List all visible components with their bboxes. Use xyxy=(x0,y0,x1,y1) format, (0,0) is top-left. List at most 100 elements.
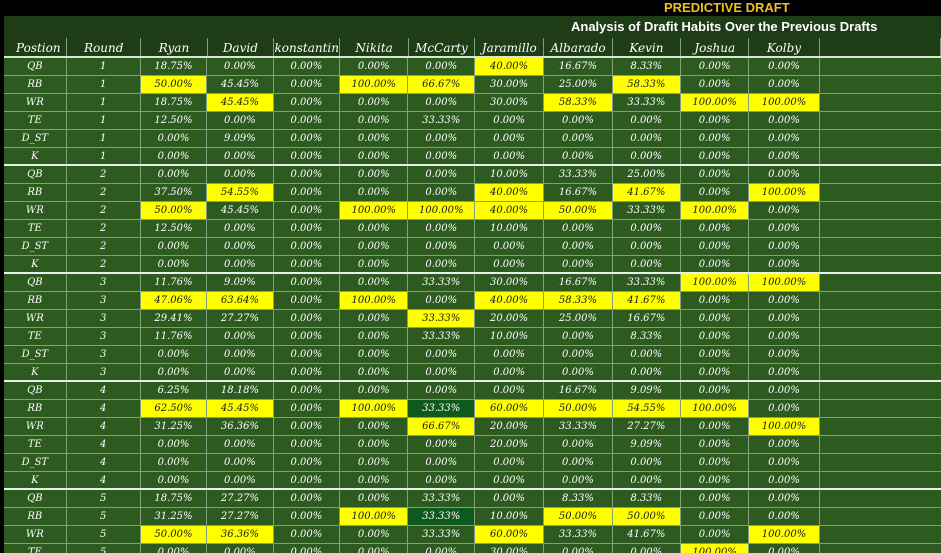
value-cell[interactable]: 0.00% xyxy=(273,292,341,309)
value-cell[interactable]: 0.00% xyxy=(273,436,341,453)
value-cell[interactable]: 0.00% xyxy=(474,454,545,471)
value-cell[interactable]: 100.00% xyxy=(408,202,475,219)
value-cell[interactable]: 0.00% xyxy=(680,490,750,507)
empty-cell[interactable] xyxy=(819,238,941,255)
value-cell[interactable]: 0.00% xyxy=(749,382,820,399)
value-cell[interactable]: 0.00% xyxy=(340,256,409,272)
value-cell[interactable]: 0.00% xyxy=(340,58,409,75)
empty-cell[interactable] xyxy=(819,310,941,327)
value-cell[interactable]: 0.00% xyxy=(612,220,681,237)
value-cell[interactable]: 33.33% xyxy=(408,328,475,345)
value-cell[interactable]: 0.00% xyxy=(680,58,750,75)
round-cell[interactable]: 2 xyxy=(66,220,141,237)
value-cell[interactable]: 0.00% xyxy=(273,274,341,291)
round-cell[interactable]: 3 xyxy=(66,274,141,291)
empty-cell[interactable] xyxy=(819,94,941,111)
value-cell[interactable]: 0.00% xyxy=(680,256,750,272)
value-cell[interactable]: 0.00% xyxy=(408,238,475,255)
value-cell[interactable]: 0.00% xyxy=(749,490,820,507)
value-cell[interactable]: 0.00% xyxy=(140,436,208,453)
value-cell[interactable]: 25.00% xyxy=(612,166,681,183)
empty-cell[interactable] xyxy=(819,166,941,183)
value-cell[interactable]: 12.50% xyxy=(140,112,208,129)
value-cell[interactable]: 41.67% xyxy=(612,184,681,201)
round-cell[interactable]: 1 xyxy=(66,76,141,93)
value-cell[interactable]: 0.00% xyxy=(207,256,274,272)
value-cell[interactable]: 0.00% xyxy=(273,184,341,201)
column-header-joshua[interactable]: Joshua xyxy=(681,38,750,56)
value-cell[interactable]: 0.00% xyxy=(340,418,409,435)
value-cell[interactable]: 40.00% xyxy=(474,202,545,219)
value-cell[interactable]: 0.00% xyxy=(749,400,820,417)
position-cell[interactable]: WR xyxy=(4,418,67,435)
value-cell[interactable]: 0.00% xyxy=(749,202,820,219)
value-cell[interactable]: 45.45% xyxy=(207,400,274,417)
value-cell[interactable]: 0.00% xyxy=(408,184,475,201)
value-cell[interactable]: 0.00% xyxy=(140,454,208,471)
value-cell[interactable]: 0.00% xyxy=(680,454,750,471)
value-cell[interactable]: 100.00% xyxy=(680,94,750,111)
value-cell[interactable]: 0.00% xyxy=(680,292,750,309)
value-cell[interactable]: 0.00% xyxy=(273,130,341,147)
value-cell[interactable]: 0.00% xyxy=(140,130,208,147)
value-cell[interactable]: 100.00% xyxy=(340,76,409,93)
value-cell[interactable]: 0.00% xyxy=(749,364,820,380)
value-cell[interactable]: 33.33% xyxy=(544,166,613,183)
value-cell[interactable]: 0.00% xyxy=(140,346,208,363)
value-cell[interactable]: 40.00% xyxy=(474,292,545,309)
empty-cell[interactable] xyxy=(819,418,941,435)
position-cell[interactable]: D_ST xyxy=(4,238,67,255)
position-cell[interactable]: K xyxy=(4,364,67,380)
position-cell[interactable]: D_ST xyxy=(4,130,67,147)
column-header-konstantin[interactable]: konstantin xyxy=(274,38,341,56)
value-cell[interactable]: 0.00% xyxy=(474,472,545,488)
value-cell[interactable]: 0.00% xyxy=(474,112,545,129)
value-cell[interactable]: 0.00% xyxy=(680,166,750,183)
value-cell[interactable]: 100.00% xyxy=(749,184,820,201)
value-cell[interactable]: 0.00% xyxy=(749,436,820,453)
value-cell[interactable]: 0.00% xyxy=(408,364,475,380)
value-cell[interactable]: 0.00% xyxy=(544,112,613,129)
value-cell[interactable]: 50.00% xyxy=(544,508,613,525)
value-cell[interactable]: 0.00% xyxy=(207,436,274,453)
value-cell[interactable]: 0.00% xyxy=(340,274,409,291)
value-cell[interactable]: 0.00% xyxy=(340,346,409,363)
value-cell[interactable]: 0.00% xyxy=(273,328,341,345)
value-cell[interactable]: 0.00% xyxy=(273,310,341,327)
value-cell[interactable]: 0.00% xyxy=(340,112,409,129)
value-cell[interactable]: 33.33% xyxy=(544,526,613,543)
round-cell[interactable]: 4 xyxy=(66,436,141,453)
value-cell[interactable]: 0.00% xyxy=(340,310,409,327)
value-cell[interactable]: 20.00% xyxy=(474,436,545,453)
value-cell[interactable]: 63.64% xyxy=(207,292,274,309)
value-cell[interactable]: 58.33% xyxy=(612,76,681,93)
round-cell[interactable]: 4 xyxy=(66,454,141,471)
value-cell[interactable]: 9.09% xyxy=(207,274,274,291)
value-cell[interactable]: 0.00% xyxy=(680,220,750,237)
value-cell[interactable]: 0.00% xyxy=(273,94,341,111)
value-cell[interactable]: 0.00% xyxy=(207,346,274,363)
value-cell[interactable]: 50.00% xyxy=(140,526,208,543)
value-cell[interactable]: 50.00% xyxy=(544,400,613,417)
column-header-nikita[interactable]: Nikita xyxy=(340,38,409,56)
position-cell[interactable]: TE xyxy=(4,112,67,129)
empty-cell[interactable] xyxy=(819,400,941,417)
value-cell[interactable]: 0.00% xyxy=(273,472,341,488)
round-cell[interactable]: 5 xyxy=(66,544,141,553)
value-cell[interactable]: 18.75% xyxy=(140,58,208,75)
value-cell[interactable]: 0.00% xyxy=(273,238,341,255)
value-cell[interactable]: 8.33% xyxy=(612,490,681,507)
value-cell[interactable]: 0.00% xyxy=(408,94,475,111)
column-header-david[interactable]: David xyxy=(207,38,275,56)
value-cell[interactable]: 0.00% xyxy=(749,148,820,164)
value-cell[interactable]: 0.00% xyxy=(749,328,820,345)
empty-cell[interactable] xyxy=(819,202,941,219)
value-cell[interactable]: 29.41% xyxy=(140,310,208,327)
value-cell[interactable]: 0.00% xyxy=(140,256,208,272)
value-cell[interactable]: 50.00% xyxy=(140,76,208,93)
value-cell[interactable]: 9.09% xyxy=(612,382,681,399)
position-cell[interactable]: WR xyxy=(4,310,67,327)
value-cell[interactable]: 0.00% xyxy=(544,346,613,363)
value-cell[interactable]: 0.00% xyxy=(680,76,750,93)
empty-cell[interactable] xyxy=(819,490,941,507)
